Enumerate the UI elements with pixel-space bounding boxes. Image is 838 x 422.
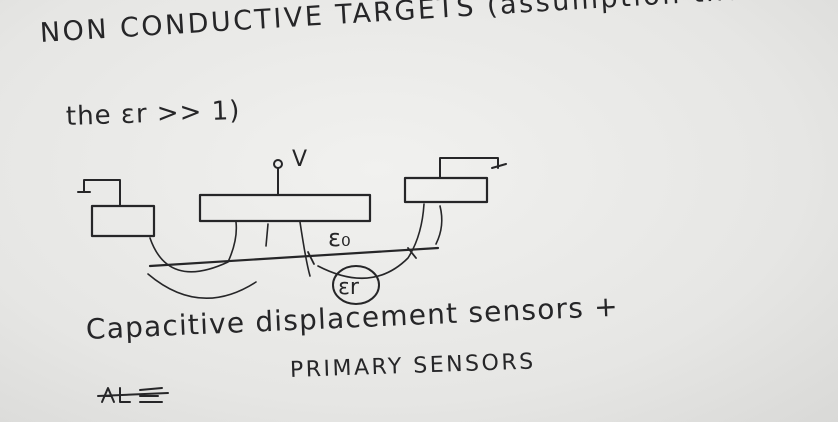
left-guard-electrode — [77, 179, 156, 238]
center-electrode: V ε₀ — [198, 147, 372, 252]
target-surface: εr — [148, 246, 440, 305]
eps0-label: ε₀ — [328, 224, 351, 252]
right-guard-electrode — [403, 157, 507, 204]
epsr-label: εr — [338, 275, 360, 300]
voltage-label: V — [292, 147, 307, 172]
scribble-mark — [97, 387, 169, 403]
